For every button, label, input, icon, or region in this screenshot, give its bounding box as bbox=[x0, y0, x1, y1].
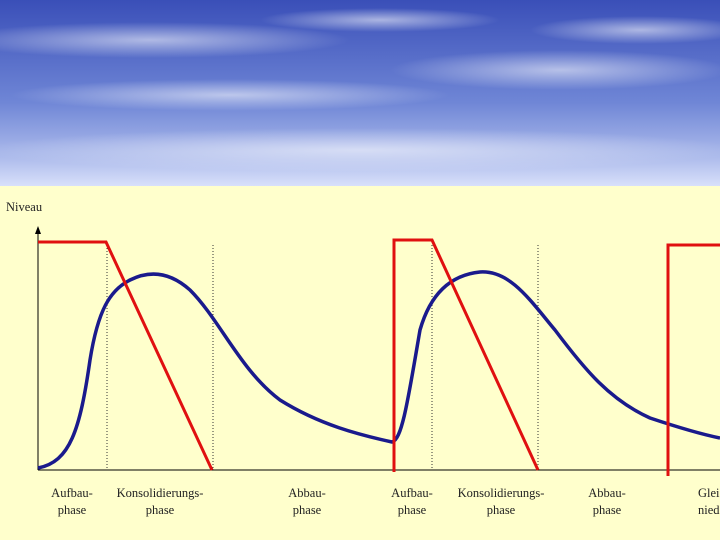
phase-label: phase bbox=[293, 503, 322, 517]
phase-label: Konsolidierungs- bbox=[458, 486, 545, 500]
phase-label: Konsolidierungs- bbox=[117, 486, 204, 500]
axis-label: Niveau bbox=[6, 200, 43, 214]
phase-label: Aufbau- bbox=[51, 486, 93, 500]
content-area bbox=[0, 186, 720, 540]
phase-label: phase bbox=[593, 503, 622, 517]
phase-label: phase bbox=[487, 503, 516, 517]
phase-labels: Aufbau-phase Konsolidierungs-phase Abbau-p… bbox=[51, 486, 720, 517]
clouds bbox=[0, 8, 720, 172]
level-curve bbox=[37, 270, 720, 470]
phase-label: phase bbox=[58, 503, 87, 517]
axis-arrow bbox=[35, 226, 41, 234]
phase-label: nied bbox=[698, 503, 720, 517]
phase-label: phase bbox=[398, 503, 427, 517]
phase-label: Aufbau- bbox=[391, 486, 433, 500]
activity-lines bbox=[38, 238, 720, 476]
phase-label: Abbau- bbox=[588, 486, 626, 500]
phase-label: phase bbox=[146, 503, 175, 517]
phase-label: Abbau- bbox=[288, 486, 326, 500]
phase-label: Glei bbox=[698, 486, 720, 500]
axes bbox=[37, 232, 720, 471]
